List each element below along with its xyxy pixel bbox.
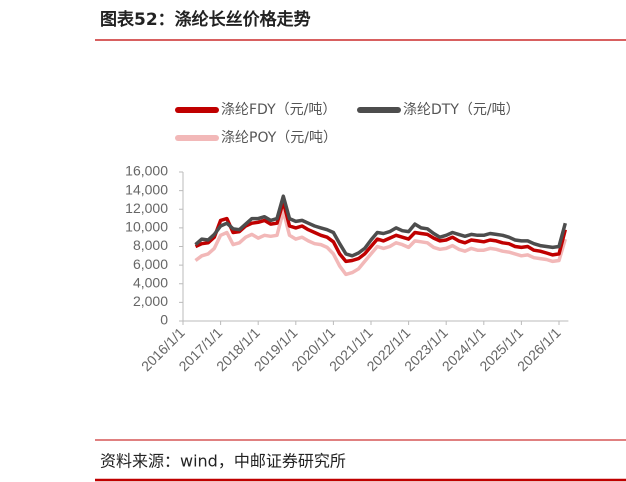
- legend-label: 涤纶POY（元/吨）: [221, 130, 337, 146]
- y-tick-label: 16,000: [125, 163, 168, 179]
- series-line: [194, 209, 567, 277]
- source: 资料来源：wind，中邮证券研究所: [100, 452, 346, 471]
- y-tick-label: 10,000: [125, 219, 168, 235]
- y-tick-label: 0: [160, 312, 168, 328]
- series-line: [194, 194, 567, 258]
- y-tick-label: 6,000: [133, 256, 168, 272]
- y-tick-label: 2,000: [133, 293, 168, 309]
- y-tick-label: 4,000: [133, 274, 168, 290]
- figure-title: 图表52：涤纶长丝价格走势: [100, 9, 311, 30]
- chart: 0 2,000 4,000 6,000 8,000 10,000 12,000 14,000 1…: [125, 102, 569, 374]
- y-tick-label: 8,000: [133, 237, 168, 253]
- legend-label: 涤纶FDY（元/吨）: [221, 102, 336, 118]
- series-line: [194, 200, 567, 264]
- y-tick-label: 14,000: [125, 181, 168, 197]
- legend-label: 涤纶DTY（元/吨）: [403, 102, 520, 118]
- y-tick-label: 12,000: [125, 200, 168, 216]
